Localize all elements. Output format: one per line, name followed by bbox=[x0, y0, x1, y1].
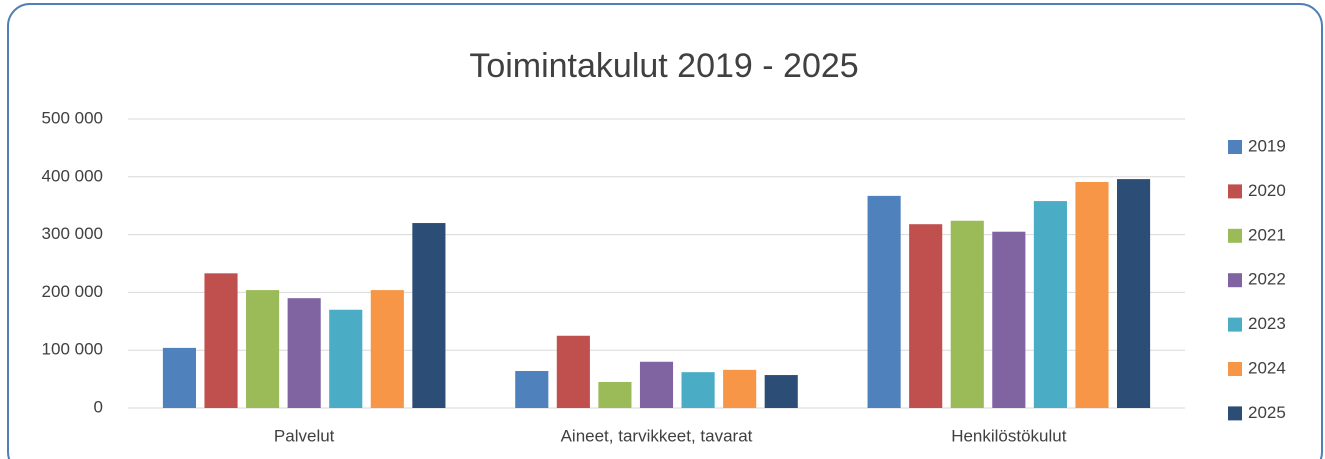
bar bbox=[1075, 182, 1109, 408]
bar bbox=[329, 309, 363, 408]
legend-swatch bbox=[1228, 362, 1242, 376]
legend-swatch bbox=[1228, 317, 1242, 332]
bar bbox=[162, 347, 197, 408]
bar bbox=[681, 372, 715, 408]
y-tick-label: 300 000 bbox=[42, 224, 103, 243]
legend-label: 2022 bbox=[1248, 270, 1286, 289]
bar bbox=[1116, 179, 1151, 408]
bar bbox=[412, 223, 446, 408]
bar bbox=[723, 369, 757, 408]
bar bbox=[909, 224, 943, 408]
bar bbox=[992, 231, 1026, 408]
legend-label: 2019 bbox=[1248, 136, 1286, 155]
legend-label: 2025 bbox=[1248, 403, 1286, 422]
bar bbox=[1033, 201, 1067, 408]
legend-label: 2023 bbox=[1248, 314, 1286, 333]
y-tick-label: 200 000 bbox=[42, 282, 103, 301]
legend-label: 2021 bbox=[1248, 225, 1286, 244]
x-tick-label: Palvelut bbox=[274, 426, 335, 445]
x-tick-label: Henkilöstökulut bbox=[951, 426, 1067, 445]
bar bbox=[515, 371, 549, 408]
bar bbox=[639, 361, 674, 408]
bar bbox=[867, 195, 901, 408]
y-tick-label: 500 000 bbox=[42, 108, 103, 127]
legend-label: 2020 bbox=[1248, 181, 1286, 200]
y-tick-label: 0 bbox=[94, 397, 103, 416]
bar bbox=[764, 375, 798, 408]
bar bbox=[204, 273, 238, 408]
bar bbox=[950, 220, 984, 408]
bar bbox=[246, 290, 280, 408]
bar bbox=[370, 290, 404, 408]
legend-swatch bbox=[1228, 140, 1242, 154]
legend-label: 2024 bbox=[1248, 358, 1286, 377]
legend-swatch bbox=[1228, 406, 1242, 421]
bar bbox=[556, 335, 590, 408]
bar bbox=[287, 298, 321, 408]
bar bbox=[598, 381, 632, 408]
y-tick-label: 400 000 bbox=[42, 166, 103, 185]
y-tick-label: 100 000 bbox=[42, 340, 103, 359]
chart-title: Toimintakulut 2019 - 2025 bbox=[469, 47, 858, 85]
x-tick-label: Aineet, tarvikkeet, tavarat bbox=[561, 426, 753, 445]
legend-swatch bbox=[1228, 273, 1242, 288]
legend-swatch bbox=[1228, 184, 1242, 199]
legend-swatch bbox=[1228, 228, 1242, 243]
